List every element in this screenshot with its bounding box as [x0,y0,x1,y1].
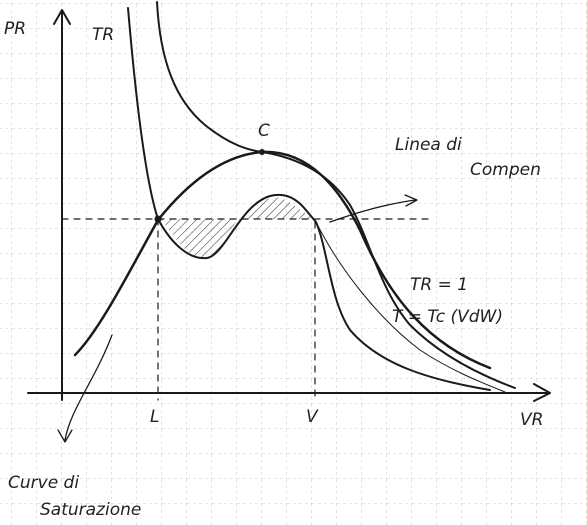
saturation-label: Saturazione [40,500,141,520]
liquid-point [155,216,162,223]
graph-paper [0,0,587,525]
critical-label: C [258,121,270,141]
x-axis-label: VR [520,410,543,430]
critical-point [259,149,265,155]
saturation-label: Curve di [8,473,79,493]
note-label: Linea di [395,135,462,155]
vapor-label: V [306,407,319,427]
isotherm-label: TR [92,25,114,45]
diagram: PR TR C Linea di Compen TR = 1 T = Tc (V… [0,0,587,525]
liquid-label: L [150,407,159,427]
y-axis-label: PR [4,19,26,39]
tr-label: TR = 1 [410,275,468,295]
vdw-label: T = Tc (VdW) [392,307,503,327]
note-label: Compen [470,160,541,180]
